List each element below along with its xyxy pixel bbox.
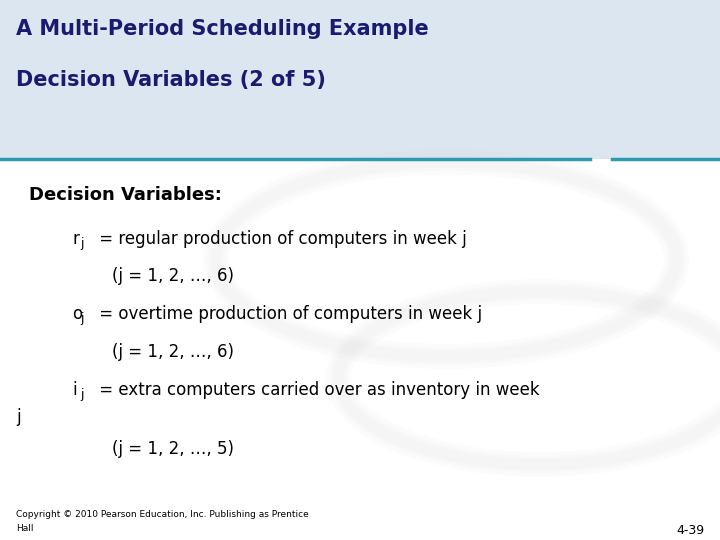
Text: o: o	[72, 305, 82, 323]
Text: j: j	[81, 237, 84, 249]
Text: Hall: Hall	[16, 524, 33, 533]
FancyBboxPatch shape	[0, 0, 720, 159]
Text: r: r	[72, 230, 79, 247]
Text: Copyright © 2010 Pearson Education, Inc. Publishing as Prentice: Copyright © 2010 Pearson Education, Inc.…	[16, 510, 309, 519]
Text: = extra computers carried over as inventory in week: = extra computers carried over as invent…	[94, 381, 539, 399]
Text: j: j	[16, 408, 20, 426]
Text: Decision Variables (2 of 5): Decision Variables (2 of 5)	[16, 70, 325, 90]
Text: Decision Variables:: Decision Variables:	[29, 186, 222, 204]
Text: j: j	[81, 388, 84, 401]
Text: (j = 1, 2, …, 5): (j = 1, 2, …, 5)	[112, 440, 233, 458]
Text: i: i	[72, 381, 76, 399]
Text: j: j	[81, 312, 84, 325]
Text: = overtime production of computers in week j: = overtime production of computers in we…	[94, 305, 482, 323]
Text: = regular production of computers in week j: = regular production of computers in wee…	[94, 230, 467, 247]
Text: A Multi-Period Scheduling Example: A Multi-Period Scheduling Example	[16, 19, 428, 39]
Text: 4-39: 4-39	[676, 524, 704, 537]
Text: (j = 1, 2, …, 6): (j = 1, 2, …, 6)	[112, 343, 233, 361]
Text: (j = 1, 2, …, 6): (j = 1, 2, …, 6)	[112, 267, 233, 285]
